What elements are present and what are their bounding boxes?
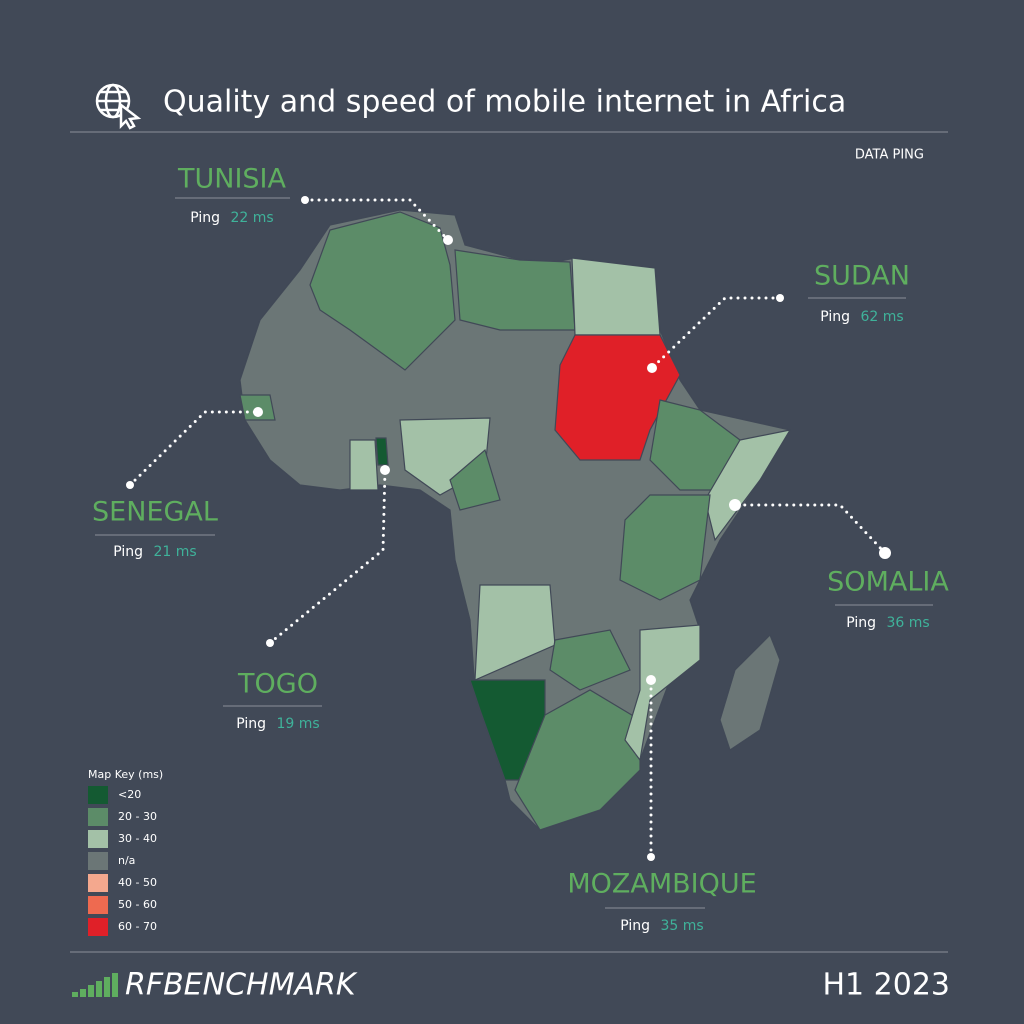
country-name: SENEGAL [92, 497, 218, 528]
ping-value: 19 ms [277, 716, 320, 732]
country-name: MOZAMBIQUE [567, 869, 756, 900]
ping-label: Ping [846, 615, 876, 631]
legend-label: 60 - 70 [118, 920, 157, 933]
ping-value: 35 ms [661, 918, 704, 934]
legend-title: Map Key (ms) [88, 768, 163, 781]
ping-text: Ping 62 ms [820, 309, 903, 325]
legend-label: 30 - 40 [118, 832, 157, 845]
brand-logo [72, 973, 118, 997]
ping-text: Ping 19 ms [236, 716, 319, 732]
ping-value: 22 ms [231, 210, 274, 226]
ping-label: Ping [820, 309, 850, 325]
callout-lines [126, 196, 891, 861]
country-name: TOGO [237, 669, 318, 700]
legend-label: 40 - 50 [118, 876, 157, 889]
title: Quality and speed of mobile internet in … [163, 85, 846, 120]
ping-text: Ping 36 ms [846, 615, 929, 631]
ping-text: Ping 35 ms [620, 918, 703, 934]
ping-label: Ping [236, 716, 266, 732]
ping-label: Ping [190, 210, 220, 226]
legend-label: <20 [118, 788, 141, 801]
legend-swatch [88, 918, 108, 936]
ping-text: Ping 21 ms [113, 544, 196, 560]
legend-swatch [88, 874, 108, 892]
legend-swatch [88, 808, 108, 826]
period: H1 2023 [822, 968, 950, 1003]
brand-name: RFBENCHMARK [125, 968, 358, 1003]
legend-swatch [88, 786, 108, 804]
legend-swatch [88, 830, 108, 848]
legend-label: 20 - 30 [118, 810, 157, 823]
country-name: SOMALIA [827, 567, 949, 598]
legend-swatch [88, 896, 108, 914]
ping-value: 36 ms [887, 615, 930, 631]
ping-value: 21 ms [154, 544, 197, 560]
ping-value: 62 ms [861, 309, 904, 325]
country-name: SUDAN [814, 261, 910, 292]
globe-icon [95, 83, 142, 130]
country-name: TUNISIA [177, 164, 287, 195]
legend-label: 50 - 60 [118, 898, 157, 911]
legend-swatch [88, 852, 108, 870]
legend-label: n/a [118, 854, 135, 867]
legend: Map Key (ms) <20 20 - 30 30 - 40 n/a 40 - 50… [88, 768, 163, 936]
ping-text: Ping 22 ms [190, 210, 273, 226]
ping-label: Ping [113, 544, 143, 560]
callouts: TUNISIA Ping 22 ms SUDAN Ping 62 ms SENE… [92, 164, 949, 935]
subtitle: DATA PING [855, 148, 924, 163]
ping-label: Ping [620, 918, 650, 934]
